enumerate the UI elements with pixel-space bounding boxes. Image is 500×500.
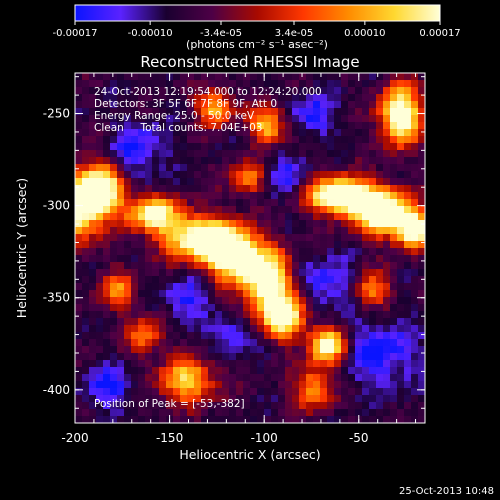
time-range-label: 24-Oct-2013 12:19:54.000 to 12:24:20.000 [94, 86, 322, 98]
x-axis-label: Heliocentric X (arcsec) [179, 447, 320, 462]
colorbar-units-label: (photons cm⁻² s⁻¹ asec⁻²) [186, 38, 328, 51]
colorbar: -0.00017 -0.00010 -3.4e-05 3.4e-05 0.00010 0.… [53, 4, 461, 51]
colorbar-tick-label: 0.00017 [419, 28, 460, 39]
energy-range-label: Energy Range: 25.0 - 50.0 keV [94, 110, 255, 122]
footer-timestamp: 25-Oct-2013 10:48 [399, 486, 494, 497]
x-tick-label: -150 [156, 431, 183, 445]
chart-title: Reconstructed RHESSI Image [140, 53, 359, 71]
axes: -200 -150 -100 -50 -400 -350 -300 -250 [43, 73, 425, 445]
colorbar-gradient [74, 4, 441, 22]
colorbar-tick-label: 0.00010 [344, 28, 385, 39]
observation-info: 24-Oct-2013 12:19:54.000 to 12:24:20.000… [94, 86, 322, 134]
y-tick-label: -250 [43, 107, 70, 121]
x-tick-label: -200 [61, 431, 88, 445]
clean-counts-label: Clean Total counts: 7.04E+03 [94, 122, 263, 134]
y-tick-label: -300 [43, 199, 70, 213]
peak-position-label: Position of Peak = [-53,-382] [94, 398, 245, 410]
colorbar-ticks: -0.00017 -0.00010 -3.4e-05 3.4e-05 0.00010 0.… [53, 21, 461, 39]
y-tick-label: -350 [43, 291, 70, 305]
x-tick-label: -50 [349, 431, 369, 445]
plot-frame [74, 72, 426, 424]
y-tick-label: -400 [43, 383, 70, 397]
detectors-label: Detectors: 3F 5F 6F 7F 8F 9F, Att 0 [94, 98, 277, 110]
colorbar-tick-label: -3.4e-05 [200, 28, 242, 39]
heatmap-image [75, 73, 425, 423]
y-axis-label: Heliocentric Y (arcsec) [14, 178, 29, 318]
colorbar-tick-label: 3.4e-05 [275, 28, 313, 39]
colorbar-tick-label: -0.00010 [128, 28, 173, 39]
plot-area: -200 -150 -100 -50 -400 -350 -300 -250 24-Oct-2… [43, 72, 426, 445]
x-tick-label: -100 [251, 431, 278, 445]
colorbar-tick-label: -0.00017 [53, 28, 98, 39]
